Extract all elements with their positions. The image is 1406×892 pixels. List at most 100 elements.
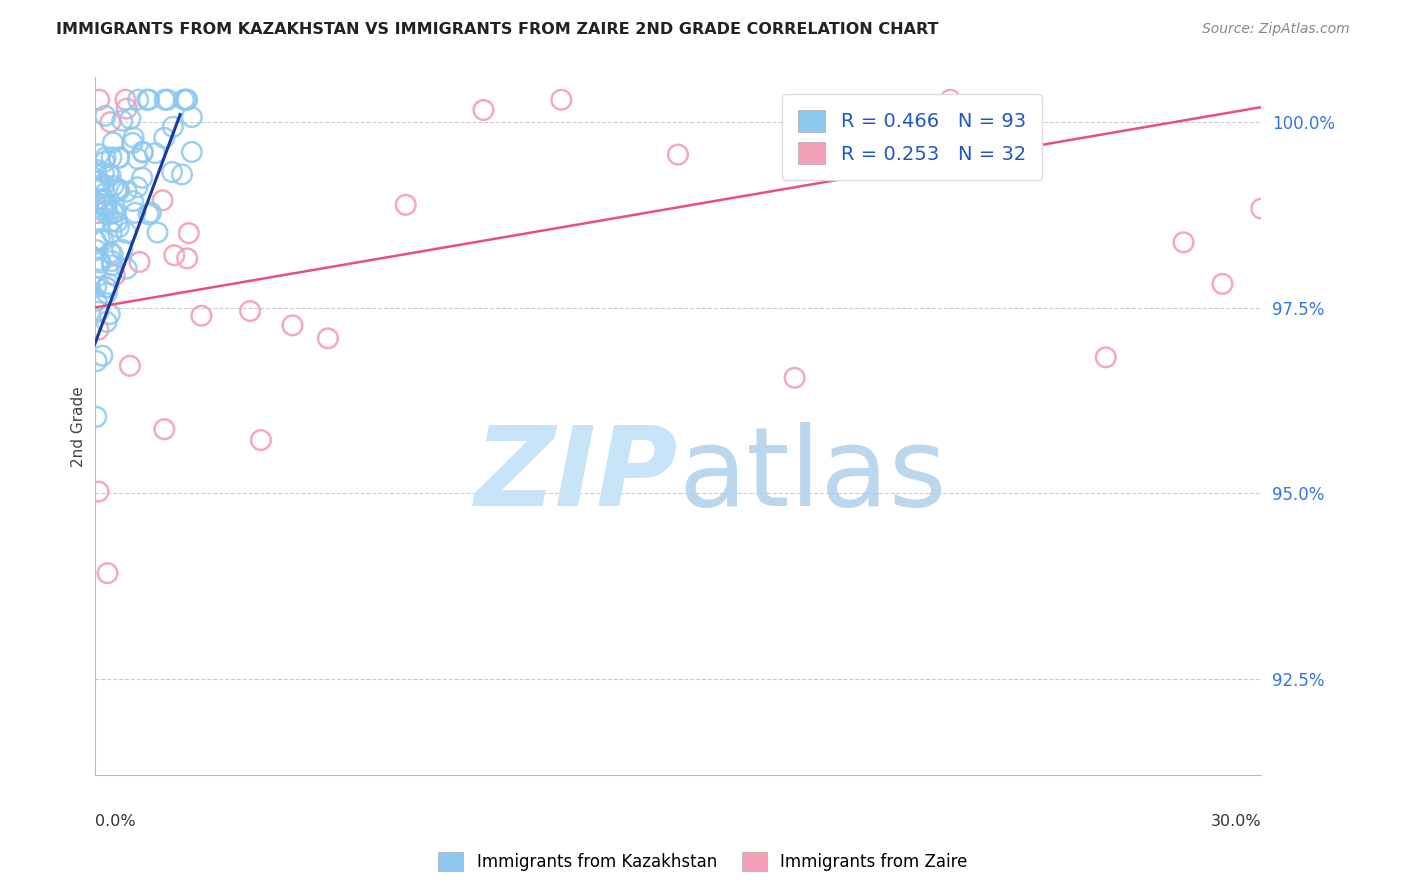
- Point: [86, 293, 108, 308]
- Point: [87, 305, 110, 319]
- Point: [180, 145, 202, 159]
- Point: [98, 307, 121, 321]
- Point: [96, 280, 118, 294]
- Legend: Immigrants from Kazakhstan, Immigrants from Zaire: Immigrants from Kazakhstan, Immigrants f…: [430, 843, 976, 880]
- Point: [89, 178, 111, 193]
- Point: [122, 130, 145, 145]
- Point: [190, 309, 212, 323]
- Point: [122, 194, 145, 208]
- Point: [87, 147, 110, 161]
- Point: [132, 145, 155, 160]
- Point: [170, 168, 193, 182]
- Point: [127, 152, 149, 166]
- Point: [115, 102, 138, 116]
- Point: [89, 232, 111, 246]
- Point: [93, 197, 115, 211]
- Point: [281, 318, 304, 333]
- Point: [89, 174, 111, 188]
- Text: IMMIGRANTS FROM KAZAKHSTAN VS IMMIGRANTS FROM ZAIRE 2ND GRADE CORRELATION CHART: IMMIGRANTS FROM KAZAKHSTAN VS IMMIGRANTS…: [56, 22, 939, 37]
- Point: [176, 93, 198, 107]
- Point: [100, 254, 122, 268]
- Point: [114, 93, 136, 107]
- Point: [173, 93, 195, 107]
- Point: [101, 136, 124, 150]
- Point: [162, 120, 184, 134]
- Point: [472, 103, 495, 117]
- Point: [104, 268, 127, 282]
- Point: [103, 206, 125, 220]
- Point: [97, 208, 120, 222]
- Point: [87, 322, 110, 336]
- Point: [89, 181, 111, 195]
- Point: [939, 93, 962, 107]
- Point: [139, 205, 162, 219]
- Point: [101, 258, 124, 272]
- Point: [174, 93, 197, 107]
- Point: [153, 422, 176, 436]
- Point: [131, 170, 153, 185]
- Point: [97, 167, 120, 181]
- Text: atlas: atlas: [678, 422, 946, 529]
- Point: [152, 194, 174, 208]
- Point: [120, 112, 142, 126]
- Point: [1173, 235, 1195, 250]
- Point: [96, 202, 118, 217]
- Point: [146, 226, 169, 240]
- Point: [138, 207, 160, 221]
- Point: [550, 93, 572, 107]
- Point: [108, 151, 131, 165]
- Point: [94, 186, 117, 201]
- Point: [93, 198, 115, 212]
- Point: [96, 315, 118, 329]
- Point: [115, 185, 138, 199]
- Point: [89, 192, 111, 206]
- Point: [87, 206, 110, 220]
- Point: [176, 252, 198, 266]
- Point: [87, 484, 110, 499]
- Point: [100, 150, 122, 164]
- Point: [666, 147, 689, 161]
- Point: [86, 197, 108, 211]
- Point: [101, 247, 124, 261]
- Point: [97, 277, 120, 291]
- Point: [124, 206, 146, 220]
- Point: [84, 409, 107, 424]
- Point: [84, 234, 107, 248]
- Point: [118, 359, 141, 373]
- Point: [239, 304, 262, 318]
- Point: [103, 178, 125, 193]
- Point: [153, 93, 176, 107]
- Point: [84, 196, 107, 211]
- Point: [105, 184, 128, 198]
- Text: 30.0%: 30.0%: [1211, 814, 1261, 829]
- Point: [84, 280, 107, 294]
- Point: [127, 93, 149, 107]
- Point: [121, 136, 143, 150]
- Point: [250, 433, 273, 447]
- Point: [156, 93, 179, 107]
- Point: [96, 286, 118, 301]
- Point: [115, 226, 138, 240]
- Point: [96, 200, 118, 214]
- Point: [91, 349, 114, 363]
- Point: [96, 566, 118, 581]
- Point: [138, 93, 160, 107]
- Point: [94, 280, 117, 294]
- Point: [101, 214, 124, 228]
- Point: [316, 331, 339, 345]
- Point: [86, 243, 108, 257]
- Point: [94, 194, 117, 208]
- Point: [89, 93, 111, 107]
- Point: [90, 255, 112, 269]
- Point: [108, 184, 131, 198]
- Point: [115, 261, 138, 276]
- Point: [143, 146, 166, 161]
- Y-axis label: 2nd Grade: 2nd Grade: [72, 386, 86, 467]
- Point: [87, 260, 110, 275]
- Point: [94, 151, 117, 165]
- Point: [177, 226, 200, 240]
- Text: ZIP: ZIP: [474, 422, 678, 529]
- Point: [94, 109, 117, 123]
- Legend: R = 0.466   N = 93, R = 0.253   N = 32: R = 0.466 N = 93, R = 0.253 N = 32: [783, 95, 1042, 180]
- Point: [108, 220, 131, 235]
